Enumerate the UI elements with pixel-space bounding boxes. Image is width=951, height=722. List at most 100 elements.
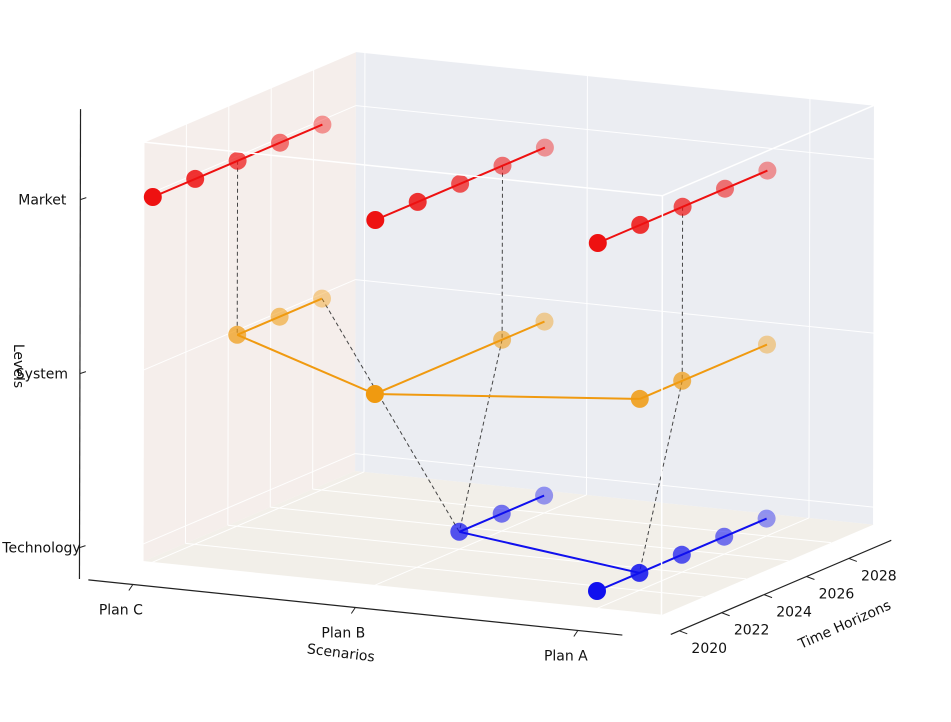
data-point — [493, 330, 512, 349]
x-tick-mark — [350, 607, 356, 614]
data-point — [313, 289, 331, 308]
z-tick-mark — [80, 197, 87, 201]
pane-edge-top-back — [355, 51, 875, 106]
z-tick-mark — [79, 545, 86, 549]
x-tick-label: Plan C — [99, 602, 143, 618]
y-tick-mark — [763, 594, 773, 599]
solid-link — [236, 333, 376, 395]
x-tick-label: Plan B — [321, 625, 365, 641]
y-tick-label: 2026 — [819, 587, 855, 603]
z-tick-label: Market — [18, 193, 67, 209]
grid-line-back-level-1 — [355, 279, 874, 334]
grid-line-wall-level-1 — [143, 279, 356, 371]
data-point — [186, 169, 205, 188]
grid-line-wall-level-2 — [143, 105, 357, 197]
grid-line-floor-0 — [151, 471, 365, 563]
y-tick-label: 2022 — [734, 623, 770, 639]
grid-line-floor-year-2020 — [143, 560, 662, 616]
data-point — [451, 174, 470, 193]
grid-line-wall-year-2020 — [142, 142, 145, 562]
data-point — [535, 312, 554, 331]
data-point — [758, 335, 776, 354]
data-point — [535, 138, 554, 157]
data-point — [673, 197, 692, 216]
solid-link — [374, 393, 640, 400]
z-tick-label: Technology — [1, 541, 80, 557]
dashed-links — [236, 160, 684, 574]
grid-line-floor-year-2024 — [227, 524, 747, 580]
data-point — [716, 179, 734, 198]
data-point — [408, 192, 427, 211]
data-point — [758, 161, 777, 180]
back-wall-pane — [355, 51, 875, 525]
x-tick-mark — [128, 584, 134, 591]
grid-line-back-1 — [585, 75, 588, 495]
data-point — [535, 486, 554, 505]
data-point — [630, 563, 649, 582]
data-point — [313, 115, 332, 134]
grid-line-wall-level-0 — [142, 453, 356, 545]
y-tick-mark — [721, 612, 730, 617]
data-point — [673, 371, 692, 390]
grid-line-back-0 — [363, 52, 366, 472]
data-point — [143, 188, 162, 206]
grid-line-wall-year-2022 — [184, 124, 187, 544]
grid-line-floor-year-2026 — [270, 506, 789, 562]
x-tick-label: Plan A — [544, 648, 588, 664]
grid-line-floor-year-2028 — [312, 488, 832, 544]
data-point — [365, 385, 384, 403]
z-tick-label: System — [16, 367, 68, 383]
data-point — [493, 156, 512, 175]
chart-axes — [78, 109, 892, 637]
pane-edge-front-top — [143, 141, 663, 197]
x-tick-mark — [573, 630, 579, 637]
data-point — [228, 151, 247, 170]
pane-front-edges — [143, 104, 875, 616]
grid-line-back-2 — [808, 98, 811, 518]
y-tick-mark — [848, 557, 858, 562]
grid-line-wall-year-2026 — [269, 87, 272, 508]
grid-line-floor-1 — [374, 494, 587, 586]
dashed-link — [458, 339, 503, 532]
data-points — [143, 115, 777, 600]
pane-edge-top-left — [143, 51, 357, 143]
z-tick-mark — [79, 371, 87, 375]
data-point — [228, 325, 247, 344]
pane-edge-right-top — [662, 104, 875, 197]
chart-grid — [142, 51, 875, 616]
data-point — [588, 582, 606, 600]
data-point — [588, 234, 607, 252]
x-axis-line — [88, 579, 623, 636]
y-tick-mark — [806, 576, 815, 580]
pane-edge-right-back — [872, 105, 875, 525]
grid-line-floor-year-2022 — [185, 542, 704, 598]
chart-panes — [143, 51, 875, 616]
data-point — [630, 389, 649, 408]
y-tick-label: 2024 — [776, 605, 812, 621]
x-axis-title: Scenarios — [306, 641, 376, 665]
data-point — [450, 522, 469, 541]
y-axis-line — [670, 539, 892, 636]
y-tick-label: 2020 — [691, 641, 727, 657]
z-axis-title: Levels — [10, 344, 26, 388]
grid-line-wall-year-2028 — [312, 69, 315, 490]
data-point — [757, 509, 776, 528]
data-point — [271, 133, 289, 152]
grid-line-wall-year-2024 — [227, 105, 230, 526]
data-point — [366, 211, 385, 229]
y-tick-mark — [679, 630, 688, 635]
y-tick-label: 2028 — [861, 568, 897, 584]
data-point — [270, 307, 289, 326]
data-point — [672, 545, 691, 564]
grid-line-floor-2 — [596, 517, 810, 609]
z-axis-line — [78, 109, 82, 579]
data-point — [631, 215, 650, 234]
data-point — [492, 504, 511, 523]
pane-edge-front-vertical — [660, 195, 664, 616]
grid-line-back-level-0 — [355, 453, 874, 508]
solid-link — [459, 530, 640, 574]
grid-line-back-level-2 — [355, 105, 875, 160]
data-point — [715, 527, 734, 546]
dashed-link — [321, 298, 460, 533]
